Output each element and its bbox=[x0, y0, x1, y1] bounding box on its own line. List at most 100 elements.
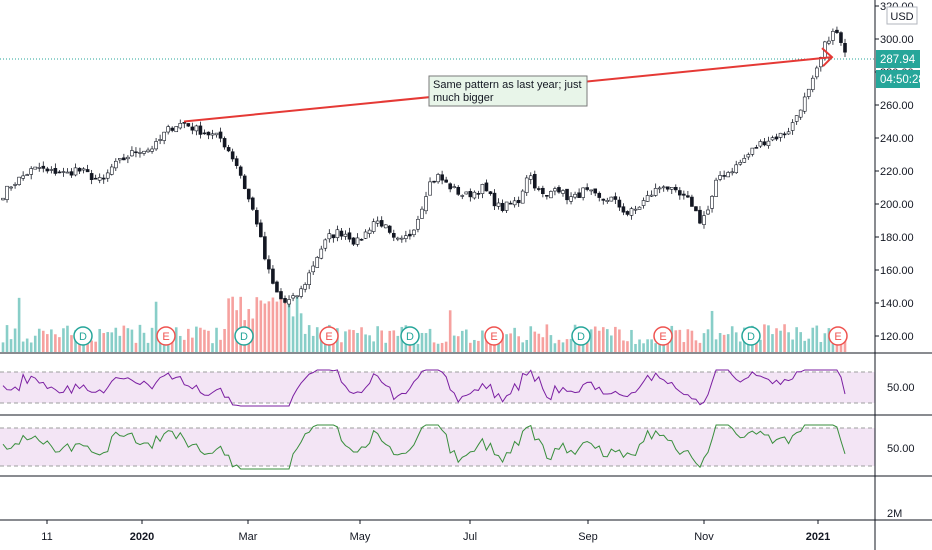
candle-body bbox=[174, 126, 179, 133]
dividend-marker[interactable] bbox=[234, 326, 254, 346]
volume-bar bbox=[311, 335, 315, 352]
volume-bar bbox=[763, 324, 766, 352]
volume-bar bbox=[460, 330, 464, 352]
volume-bar bbox=[303, 333, 307, 352]
volume-bar bbox=[803, 340, 807, 352]
volume-bar bbox=[122, 325, 126, 352]
volume-bar bbox=[13, 328, 17, 352]
candle-body bbox=[73, 167, 78, 176]
candle-body bbox=[162, 131, 166, 141]
candle-body bbox=[440, 174, 444, 181]
volume-bar bbox=[638, 339, 641, 352]
candle-body bbox=[766, 140, 771, 146]
candle-body bbox=[581, 187, 585, 198]
volume-bar bbox=[154, 301, 158, 352]
dividend-marker[interactable] bbox=[571, 326, 591, 346]
candle-body bbox=[246, 188, 251, 200]
earnings-marker[interactable] bbox=[484, 326, 504, 346]
candle-body bbox=[814, 67, 819, 78]
price-tick-label: 240.00 bbox=[880, 133, 914, 145]
volume-bar bbox=[344, 331, 347, 352]
volume-bar bbox=[388, 330, 392, 352]
candle-body bbox=[561, 190, 565, 194]
candle-body bbox=[45, 168, 50, 172]
volume-bar bbox=[477, 340, 480, 352]
event-marker-label: D bbox=[577, 331, 585, 343]
volume-bar bbox=[384, 342, 388, 352]
candle-body bbox=[170, 127, 175, 131]
volume-bar bbox=[831, 341, 835, 352]
volume-bar bbox=[706, 329, 710, 352]
event-marker-label: D bbox=[240, 331, 248, 343]
volume-bar bbox=[126, 328, 130, 352]
candle-body bbox=[601, 198, 606, 201]
volume-bar bbox=[5, 325, 9, 352]
candle-body bbox=[166, 126, 170, 133]
earnings-marker[interactable] bbox=[653, 326, 673, 346]
time-tick-label: Jul bbox=[463, 531, 477, 543]
earnings-marker[interactable] bbox=[156, 326, 176, 346]
candle-body bbox=[782, 133, 787, 136]
volume-bar bbox=[682, 342, 686, 352]
candle-body bbox=[444, 179, 448, 183]
volume-bar bbox=[223, 328, 226, 352]
earnings-marker[interactable] bbox=[319, 326, 339, 346]
price-tick-label: 140.00 bbox=[880, 298, 914, 310]
volume-bar bbox=[726, 334, 730, 352]
last-price-badge bbox=[876, 50, 920, 68]
candle-body bbox=[190, 126, 195, 131]
candle-body bbox=[400, 237, 404, 240]
volume-bar bbox=[114, 327, 118, 352]
candle-body bbox=[424, 196, 428, 212]
candle-body bbox=[460, 195, 465, 197]
candle-body bbox=[53, 168, 58, 174]
dividend-marker[interactable] bbox=[400, 326, 420, 346]
candle-body bbox=[577, 192, 581, 198]
candle-body bbox=[790, 122, 795, 131]
candle-body bbox=[476, 193, 481, 195]
volume-bar bbox=[299, 313, 303, 352]
volume-bar bbox=[348, 329, 351, 352]
dividend-marker[interactable] bbox=[73, 326, 93, 346]
candle-body bbox=[565, 188, 569, 201]
candle-body bbox=[448, 183, 452, 190]
volume-bar bbox=[271, 297, 275, 352]
price-tick-label: 160.00 bbox=[880, 265, 914, 277]
candle-body bbox=[480, 184, 485, 194]
volume-bar bbox=[227, 298, 230, 352]
candle-body bbox=[5, 185, 9, 200]
volume-bar bbox=[207, 330, 210, 352]
volume-bar bbox=[376, 326, 379, 352]
candle-body bbox=[387, 225, 392, 233]
dividend-marker[interactable] bbox=[741, 326, 761, 346]
volume-bar bbox=[352, 330, 355, 352]
candle-body bbox=[508, 202, 513, 205]
earnings-marker[interactable] bbox=[828, 326, 848, 346]
candle-body bbox=[295, 295, 299, 298]
candle-body bbox=[549, 191, 553, 199]
candle-body bbox=[230, 151, 235, 160]
annotation-callout[interactable]: Same pattern as last year; just much big… bbox=[428, 75, 588, 107]
candle-body bbox=[327, 233, 332, 240]
candle-body bbox=[702, 215, 706, 225]
volume-bar bbox=[219, 339, 222, 352]
candle-body bbox=[114, 160, 118, 169]
volume-bar bbox=[21, 341, 25, 352]
volume-bar bbox=[452, 335, 456, 352]
candle-body bbox=[375, 220, 380, 224]
volume-bar bbox=[606, 329, 609, 352]
price-axis[interactable]: 120.00 140.00 160.00 180.00 200.00 220.00 240.… bbox=[875, 1, 914, 343]
volume-bar bbox=[94, 341, 97, 352]
volume-bar bbox=[771, 334, 774, 352]
volume-bar bbox=[315, 327, 319, 352]
candle-body bbox=[343, 233, 348, 237]
volume-bar bbox=[694, 340, 698, 352]
volume-bar bbox=[174, 327, 178, 352]
volume-bar bbox=[287, 299, 291, 352]
time-axis[interactable]: 11 2020 Mar May Jul Sep Nov 2021 bbox=[41, 520, 830, 543]
volume-bar bbox=[698, 342, 702, 352]
candle-body bbox=[359, 238, 364, 241]
volume-bar bbox=[601, 327, 605, 352]
volume-bar bbox=[420, 332, 424, 352]
